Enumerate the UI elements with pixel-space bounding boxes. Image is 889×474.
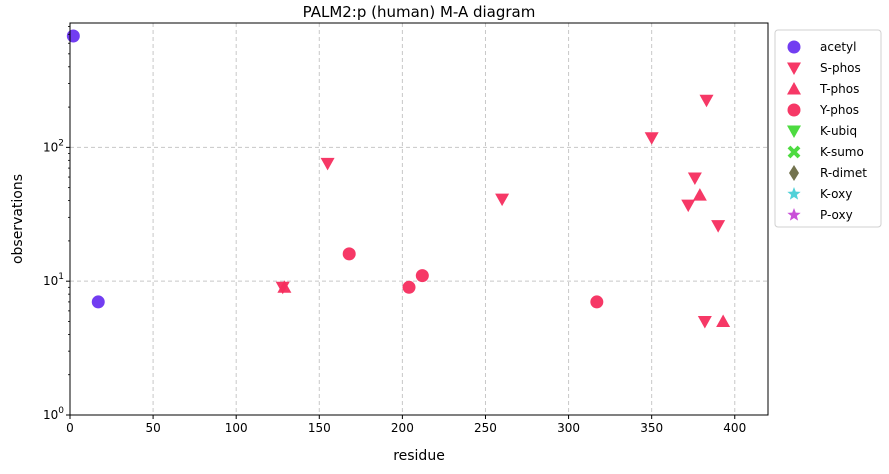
legend: acetyl S-phos T-phos Y-phos K-ubiq K-sumo R-di… — [774, 29, 882, 228]
data-point-s-phos — [320, 157, 335, 171]
data-point-y-phos — [415, 269, 429, 283]
data-point-s-phos — [495, 193, 510, 207]
legend-marker-k-ubiq — [787, 125, 801, 138]
data-point-s-phos — [711, 220, 726, 233]
data-point-s-phos — [644, 132, 659, 145]
data-point-y-phos — [590, 295, 604, 309]
y-axis-title: observations — [10, 174, 26, 264]
legend-marker-k-sumo — [787, 145, 801, 159]
data-point-t-phos — [716, 314, 731, 327]
legend-marker-p-oxy — [787, 208, 801, 221]
legend-label: K-ubiq — [820, 124, 857, 138]
data-point-s-phos — [699, 94, 714, 108]
data-point-s-phos — [697, 315, 712, 329]
data-point-t-phos — [692, 188, 707, 201]
data-point-s-phos — [687, 172, 702, 186]
legend-label: T-phos — [819, 82, 859, 96]
x-tick-label: 150 — [308, 421, 331, 435]
legend-marker-t-phos — [787, 82, 801, 95]
legend-marker-s-phos — [787, 62, 801, 75]
y-tick-label: 101 — [43, 272, 64, 288]
x-tick-label: 50 — [145, 421, 160, 435]
x-tick-label: 100 — [225, 421, 248, 435]
data-point-s-phos — [681, 199, 696, 213]
x-axis-title: residue — [393, 448, 445, 464]
x-tick-label: 250 — [474, 421, 497, 435]
x-axis: 0 50 100 150 200 250 300 350 400 — [66, 415, 746, 435]
y-axis: 100 101 102 — [43, 26, 70, 422]
legend-label: K-oxy — [820, 187, 852, 201]
data-point-acetyl — [91, 295, 105, 309]
data-point-y-phos — [402, 280, 416, 294]
x-tick-label: 400 — [723, 421, 746, 435]
chart-title: PALM2:p (human) M-A diagram — [303, 3, 536, 21]
x-tick-label: 350 — [640, 421, 663, 435]
x-tick-label: 200 — [391, 421, 414, 435]
data-point-acetyl — [66, 29, 80, 43]
plot-frame — [69, 22, 769, 416]
data-point-t-phos — [277, 280, 292, 293]
legend-label: acetyl — [820, 40, 856, 54]
data-points — [66, 29, 731, 329]
legend-label: K-sumo — [820, 145, 864, 159]
legend-label: R-dimet — [820, 166, 867, 180]
legend-marker-acetyl — [787, 40, 801, 54]
legend-marker-y-phos — [787, 103, 801, 117]
y-tick-label: 102 — [43, 138, 64, 154]
legend-label: Y-phos — [819, 103, 859, 117]
legend-box — [774, 29, 882, 228]
data-point-y-phos — [342, 247, 356, 261]
x-tick-label: 300 — [557, 421, 580, 435]
legend-marker-k-oxy — [787, 187, 801, 200]
grid-lines — [70, 23, 768, 415]
legend-marker-r-dimet — [789, 165, 799, 181]
legend-label: S-phos — [820, 61, 861, 75]
x-tick-label: 0 — [66, 421, 74, 435]
y-tick-label: 100 — [43, 406, 64, 422]
legend-label: P-oxy — [820, 208, 853, 222]
